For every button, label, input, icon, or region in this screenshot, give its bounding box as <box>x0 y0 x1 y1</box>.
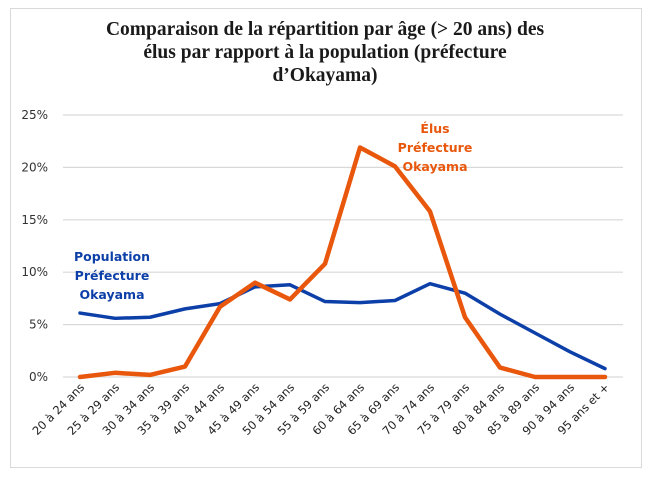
series-lines <box>77 145 608 380</box>
y-tick-label: 15% <box>21 213 48 227</box>
series-line-population <box>78 281 607 371</box>
y-tick-label: 5% <box>29 318 48 332</box>
gridlines <box>63 114 623 378</box>
series-label-elus: Okayama <box>402 159 467 174</box>
chart-title-line-3: d’Okayama) <box>272 65 378 86</box>
y-tick-label: 20% <box>21 160 48 174</box>
series-label-elus: Préfecture <box>398 140 473 155</box>
y-tick-label: 25% <box>21 108 48 122</box>
chart-frame <box>10 8 642 468</box>
chart-title: Comparaison de la répartition par âge (>… <box>0 18 650 87</box>
series-label-population: Préfecture <box>75 268 150 283</box>
series-line-elus <box>77 145 608 380</box>
y-axis-ticks: 0% 5% 10% 15% 20% 25% <box>21 108 48 384</box>
series-label-population: Okayama <box>79 287 144 302</box>
chart-title-line-2: élus par rapport à la population (préfec… <box>143 42 507 63</box>
series-label-population: Population <box>74 249 150 264</box>
series-labels: Population Préfecture Okayama Élus Préfectur… <box>74 121 472 302</box>
y-tick-label: 10% <box>21 265 48 279</box>
chart-title-line-1: Comparaison de la répartition par âge (>… <box>105 19 545 40</box>
series-label-elus: Élus <box>420 121 449 136</box>
y-tick-label: 0% <box>29 370 48 384</box>
